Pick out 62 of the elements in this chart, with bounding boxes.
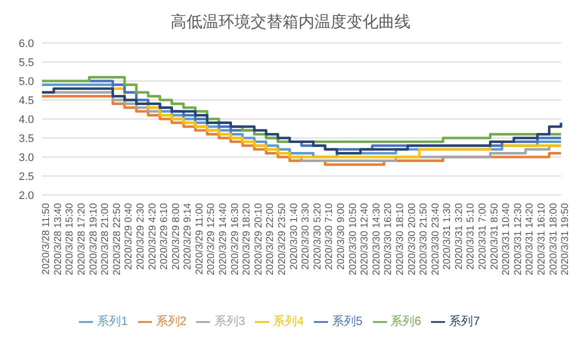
x-tick-label: 2020/3/31 1:30 [442,202,454,270]
y-tick-label: 2.0 [18,190,34,202]
x-tick-label: 2020/3/30 20:00 [406,202,418,276]
x-tick-label: 2020/3/30 9:00 [336,202,347,270]
legend-label: 系列5 [332,314,363,328]
x-tick-label: 2020/3/28 21:00 [100,202,112,276]
x-tick-label: 2020/3/30 21:50 [418,202,430,276]
x-tick-label: 2020/3/29 8:00 [170,202,182,270]
x-tick-label: 2020/3/30 7:10 [324,202,336,270]
x-tick-label: 2020/3/30 3:30 [300,202,312,270]
y-tick-label: 3.5 [18,132,34,145]
y-tick-label: 6.0 [18,38,34,50]
legend-label: 系列3 [214,314,246,328]
x-tick-label: 2020/3/31 16:10 [536,202,548,276]
x-tick-label: 2020/3/29 22:00 [265,202,276,276]
x-tick-label: 2020/3/29 6:10 [159,202,170,270]
x-tick-label: 2020/3/31 3:20 [454,202,465,270]
y-tick-label: 2.5 [18,170,34,183]
x-tick-label: 2020/3/30 16:20 [383,202,394,276]
y-tick-label: 5.0 [18,76,34,88]
x-tick-label: 2020/3/31 7:00 [478,202,489,270]
x-tick-label: 2020/3/31 8:50 [489,202,500,270]
y-tick-label: 4.5 [18,94,34,107]
x-tick-label: 2020/3/28 13:40 [52,202,64,276]
x-tick-label: 2020/3/29 16:30 [230,202,241,276]
x-tick-label: 2020/3/30 12:40 [360,202,371,276]
x-tick-label: 2020/3/30 18:10 [394,202,406,276]
x-tick-label: 2020/3/31 12:30 [512,202,524,276]
x-tick-label: 2020/3/29 20:10 [253,202,264,276]
legend-label: 系列1 [97,314,128,328]
legend-label: 系列7 [449,314,480,328]
x-tick-label: 2020/3/29 9:14 [182,202,194,270]
legend-label: 系列6 [390,314,422,328]
x-tick-label: 2020/3/29 12:50 [206,202,218,276]
x-tick-label: 2020/3/29 18:20 [242,202,253,276]
x-tick-label: 2020/3/29 11:00 [194,202,206,275]
x-tick-label: 2020/3/30 1:40 [288,202,300,270]
x-tick-label: 2020/3/30 23:40 [430,202,442,276]
x-tick-label: 2020/3/29 23:50 [277,202,288,276]
y-tick-label: 5.5 [18,56,34,69]
x-tick-label: 2020/3/28 15:30 [64,202,76,276]
x-tick-label: 2020/3/30 5:20 [312,202,324,270]
x-tick-label: 2020/3/31 14:20 [524,202,536,276]
x-tick-label: 2020/3/31 18:00 [548,202,560,276]
x-tick-label: 2020/3/31 10:40 [501,202,512,276]
x-tick-label: 2020/3/29 4:20 [147,202,158,270]
x-tick-label: 2020/3/29 2:30 [135,202,146,270]
x-tick-label: 2020/3/31 5:10 [466,202,477,270]
x-tick-label: 2020/3/29 14:40 [218,202,230,276]
x-tick-label: 2020/3/29 0:40 [124,202,135,270]
x-tick-label: 2020/3/31 19:50 [560,202,572,276]
y-tick-label: 4.0 [18,114,34,126]
x-tick-label: 2020/3/28 19:10 [88,202,100,276]
x-tick-label: 2020/3/30 14:30 [371,202,382,276]
chart-title: 高低温环境交替箱内温度变化曲线 [170,12,412,33]
x-tick-label: 2020/3/30 10:50 [348,202,359,276]
x-tick-label: 2020/3/28 11:50 [41,202,52,275]
legend-label: 系列2 [156,314,186,328]
x-tick-label: 2020/3/28 17:20 [76,202,88,276]
y-tick-label: 3.0 [18,152,34,164]
x-tick-label: 2020/3/28 22:50 [112,202,123,276]
legend-label: 系列4 [273,314,304,328]
